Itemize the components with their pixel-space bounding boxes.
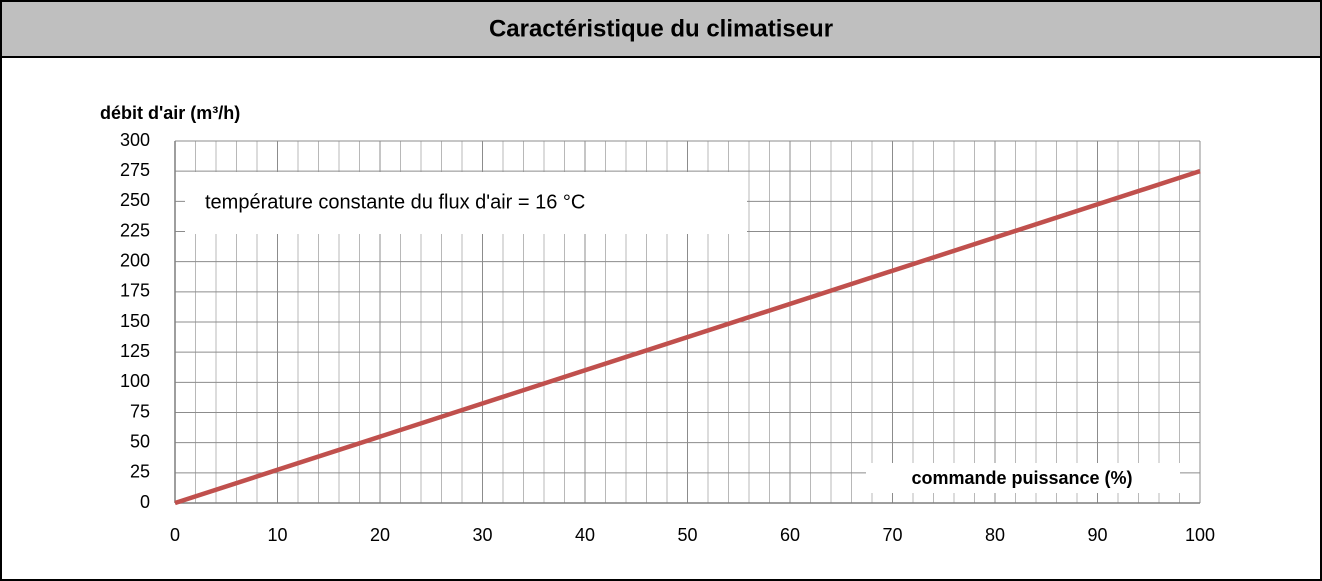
x-tick-label: 20: [370, 525, 390, 545]
x-tick-label: 30: [472, 525, 492, 545]
x-tick-label: 90: [1087, 525, 1107, 545]
y-tick-label: 0: [140, 492, 150, 512]
y-tick-label: 300: [120, 130, 150, 150]
y-tick-label: 125: [120, 341, 150, 361]
y-tick-label: 200: [120, 250, 150, 270]
header: [0, 0, 1322, 58]
x-tick-label: 40: [575, 525, 595, 545]
x-tick-label: 10: [267, 525, 287, 545]
x-tick-label: 60: [780, 525, 800, 545]
y-axis-label: débit d'air (m³/h): [100, 103, 240, 123]
y-tick-label: 250: [120, 190, 150, 210]
chart-title: Caractéristique du climatiseur: [489, 15, 833, 42]
y-tick-label: 275: [120, 160, 150, 180]
annotation-box: [185, 172, 747, 234]
x-tick-label: 100: [1185, 525, 1215, 545]
annotation: température constante du flux d'air = 16…: [205, 191, 585, 213]
x-axis-label: commande puissance (%): [911, 468, 1132, 488]
x-tick-label: 80: [985, 525, 1005, 545]
y-tick-label: 150: [120, 311, 150, 331]
line: [174, 169, 1201, 506]
plot: 0 25 50 75 100 125 150 175 200 225 250 275 300 0 10 20 3…: [120, 130, 1215, 545]
y-tick-label: 75: [130, 401, 150, 421]
x-tick-label: 0: [170, 525, 180, 545]
y-tick-label: 100: [120, 371, 150, 391]
x-tick-label: 50: [677, 525, 697, 545]
y-tick-label: 175: [120, 281, 150, 301]
y-tick-label: 50: [130, 431, 150, 451]
y-tick-label: 25: [130, 462, 150, 482]
x-tick-label: 70: [882, 525, 902, 545]
y-tick-label: 225: [120, 220, 150, 240]
x-label-box: [866, 463, 1180, 493]
